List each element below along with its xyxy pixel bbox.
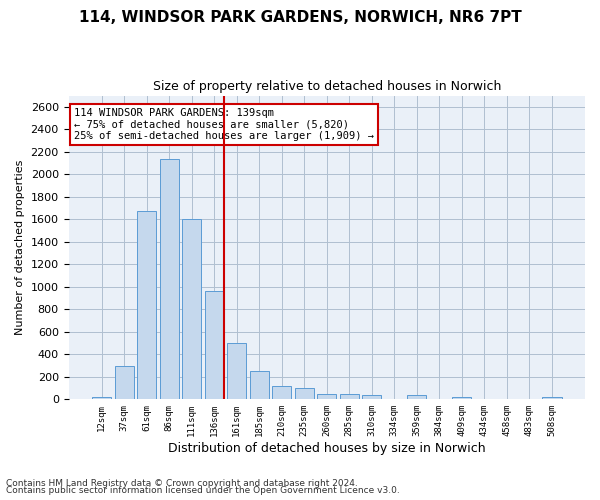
Text: Contains public sector information licensed under the Open Government Licence v3: Contains public sector information licen… — [6, 486, 400, 495]
Bar — [295, 388, 314, 400]
Text: 114, WINDSOR PARK GARDENS, NORWICH, NR6 7PT: 114, WINDSOR PARK GARDENS, NORWICH, NR6 … — [79, 10, 521, 25]
Bar — [407, 396, 427, 400]
Title: Size of property relative to detached houses in Norwich: Size of property relative to detached ho… — [152, 80, 501, 93]
Bar — [542, 396, 562, 400]
Bar — [227, 343, 246, 400]
Bar — [250, 371, 269, 400]
Bar — [272, 386, 291, 400]
Bar — [160, 158, 179, 400]
Bar — [137, 212, 156, 400]
Bar — [205, 292, 224, 400]
Text: Contains HM Land Registry data © Crown copyright and database right 2024.: Contains HM Land Registry data © Crown c… — [6, 478, 358, 488]
Y-axis label: Number of detached properties: Number of detached properties — [15, 160, 25, 335]
Bar — [452, 396, 472, 400]
Bar — [317, 394, 337, 400]
Bar — [115, 366, 134, 400]
Bar — [92, 396, 111, 400]
Bar — [340, 394, 359, 400]
Text: 114 WINDSOR PARK GARDENS: 139sqm
← 75% of detached houses are smaller (5,820)
25: 114 WINDSOR PARK GARDENS: 139sqm ← 75% o… — [74, 108, 374, 141]
X-axis label: Distribution of detached houses by size in Norwich: Distribution of detached houses by size … — [168, 442, 485, 455]
Bar — [182, 220, 201, 400]
Bar — [362, 396, 382, 400]
